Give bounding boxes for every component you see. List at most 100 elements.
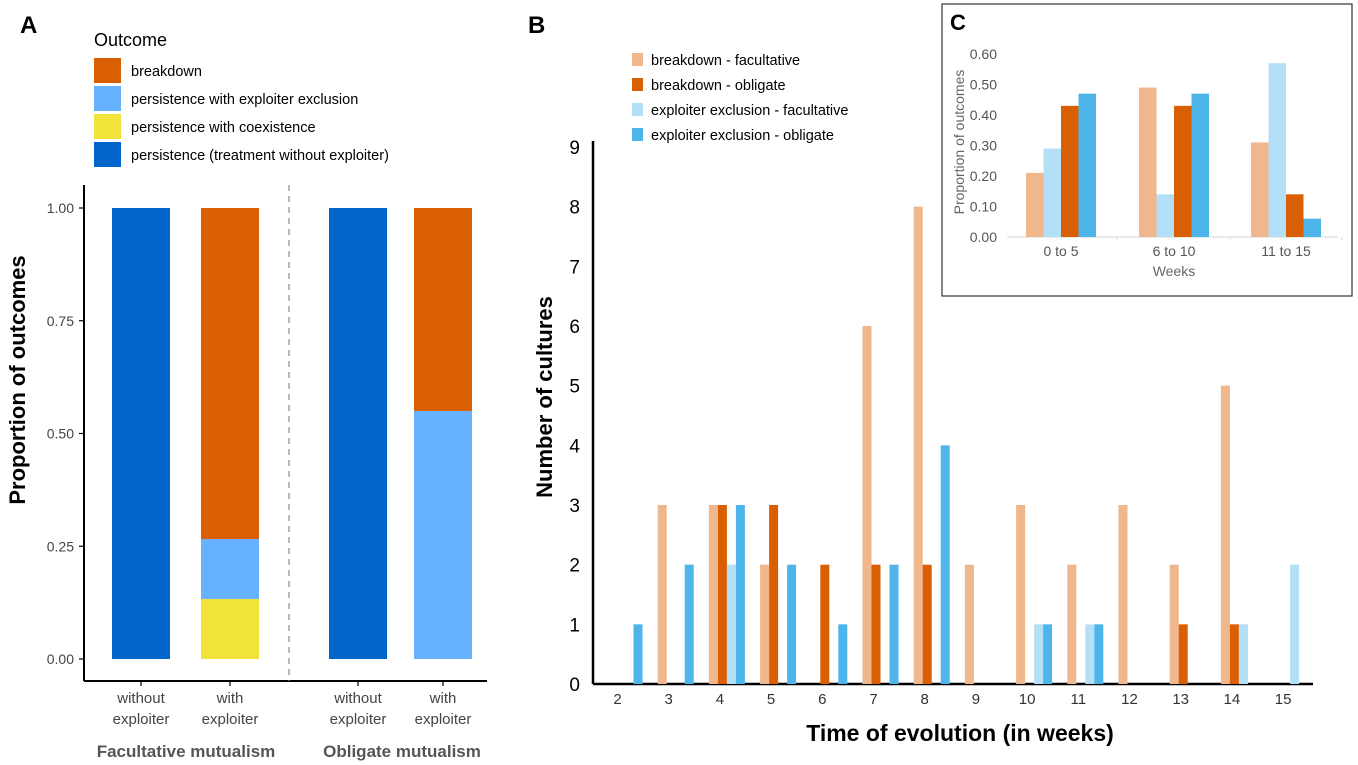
chart-a-bar-segment — [201, 539, 259, 600]
chart-b-ytick-label: 4 — [569, 436, 580, 457]
legend-b-swatch — [632, 103, 643, 116]
legend-a-label: breakdown — [131, 64, 202, 80]
legend-b-swatch — [632, 53, 643, 66]
chart-a-bar-segment — [201, 599, 259, 659]
legend-b-label: breakdown - obligate — [651, 78, 786, 94]
chart-b-xtick-label: 13 — [1172, 691, 1189, 708]
chart-b-xtick-label: 12 — [1121, 691, 1138, 708]
chart-b-ytick-label: 0 — [569, 675, 580, 696]
chart-a-ytick-label: 0.50 — [47, 426, 74, 442]
chart-a-group-obligate: Obligate mutualism — [323, 742, 481, 761]
chart-a-ytick-label: 0.25 — [47, 538, 74, 554]
chart-a-ytick-label: 1.00 — [47, 200, 74, 216]
chart-a-xtick-label: exploiter — [415, 711, 472, 728]
chart-b-bar — [889, 564, 899, 684]
chart-b-ytick-label: 7 — [569, 257, 580, 278]
chart-c-bar — [1043, 148, 1061, 237]
legend-a-swatch — [94, 114, 121, 139]
chart-c-ytick-label: 0.10 — [970, 199, 997, 215]
chart-b-xtick-label: 14 — [1224, 691, 1241, 708]
chart-a-bar-segment — [112, 208, 170, 659]
chart-c-bar — [1061, 105, 1079, 237]
chart-a-group-facultative: Facultative mutualism — [97, 742, 276, 761]
chart-c-ytick-label: 0.60 — [970, 46, 997, 62]
chart-c-bar — [1191, 93, 1209, 238]
chart-b-xtick-label: 10 — [1019, 691, 1036, 708]
chart-b-xtick-label: 9 — [972, 691, 980, 708]
chart-b-bar — [1094, 624, 1104, 684]
legend-a-label: persistence (treatment without exploiter… — [131, 148, 389, 164]
chart-b-bar — [1067, 564, 1077, 684]
chart-c-xtick-label: 11 to 15 — [1261, 243, 1311, 259]
legend-a: breakdown persistence with exploiter excl… — [94, 58, 389, 167]
chart-b-xtick-label: 2 — [613, 691, 621, 708]
legend-a-swatch — [94, 58, 121, 83]
legend-b: breakdown - facultative breakdown - oblig… — [632, 53, 848, 144]
chart-b-xtick-label: 6 — [818, 691, 826, 708]
legend-a-swatch — [94, 142, 121, 167]
chart-b-xtick-label: 7 — [869, 691, 877, 708]
chart-a-bar-segment — [414, 208, 472, 411]
chart-b-bar — [769, 505, 779, 684]
chart-a-xtick-label: without — [116, 690, 165, 707]
chart-b-bar — [717, 505, 727, 684]
chart-b-bar — [862, 326, 872, 684]
chart-a-bar-segment — [329, 208, 387, 659]
chart-b-bar — [633, 624, 643, 684]
chart-c-xtick-label: 0 to 5 — [1043, 243, 1078, 259]
chart-a-bar-segment — [201, 208, 259, 540]
chart-c-bar — [1303, 218, 1321, 237]
legend-a-label: persistence with exploiter exclusion — [131, 92, 358, 108]
chart-b-bar — [820, 564, 830, 684]
chart-b-bar — [964, 564, 974, 684]
legend-a-title: Outcome — [94, 30, 167, 50]
chart-b-bar — [708, 505, 718, 684]
chart-b-xtick-label: 3 — [665, 691, 673, 708]
chart-c-bar — [1286, 194, 1304, 237]
chart-b-bar — [838, 624, 848, 684]
chart-c-ylabel: Proportion of outcomes — [951, 70, 967, 215]
chart-c: 0.00 0.10 0.20 0.30 0.40 0.50 0.60 0 to 5 6 to 1… — [970, 46, 1343, 259]
chart-b-bar — [1085, 624, 1095, 684]
chart-b-bar — [657, 505, 667, 684]
chart-b-bar — [940, 445, 950, 684]
chart-b-xtick-label: 11 — [1071, 691, 1087, 708]
chart-b-ytick-label: 9 — [569, 138, 580, 159]
panel-label-b: B — [528, 12, 545, 39]
legend-b-label: breakdown - facultative — [651, 53, 800, 69]
legend-b-label: exploiter exclusion - obligate — [651, 128, 834, 144]
chart-b-bar — [1238, 624, 1248, 684]
chart-b-ytick-label: 8 — [569, 198, 580, 219]
chart-b-bar — [1034, 624, 1044, 684]
chart-b-bar — [787, 564, 797, 684]
chart-b-bar — [684, 564, 694, 684]
chart-c-bar — [1139, 87, 1157, 237]
chart-c-bar — [1026, 172, 1044, 237]
chart-a-ytick-label: 0.75 — [47, 313, 74, 329]
chart-b-bar — [1169, 564, 1179, 684]
chart-b-bar — [726, 564, 736, 684]
chart-a-ylabel: Proportion of outcomes — [5, 255, 30, 504]
chart-a-xtick-label: with — [429, 690, 457, 707]
legend-a-label: persistence with coexistence — [131, 120, 316, 136]
chart-c-ytick-label: 0.50 — [970, 77, 997, 93]
chart-b-bar — [913, 206, 923, 684]
chart-b-ytick-label: 5 — [569, 377, 580, 398]
chart-b-bar — [1290, 564, 1300, 684]
chart-b-bar — [1220, 385, 1230, 684]
chart-b-xtick-label: 4 — [716, 691, 724, 708]
chart-b-xlabel: Time of evolution (in weeks) — [806, 720, 1114, 746]
chart-a-xtick-label: with — [216, 690, 244, 707]
chart-a-xtick-label: without — [333, 690, 382, 707]
chart-b-ytick-label: 3 — [569, 496, 580, 517]
legend-a-swatch — [94, 86, 121, 111]
chart-c-bar — [1156, 194, 1174, 237]
chart-c-ytick-label: 0.00 — [970, 229, 997, 245]
chart-b-bar — [1016, 505, 1026, 684]
chart-a-xtick-label: exploiter — [330, 711, 387, 728]
chart-c-xtick-label: 6 to 10 — [1153, 243, 1196, 259]
chart-b-xtick-label: 15 — [1275, 691, 1292, 708]
chart-c-bar — [1251, 142, 1269, 237]
